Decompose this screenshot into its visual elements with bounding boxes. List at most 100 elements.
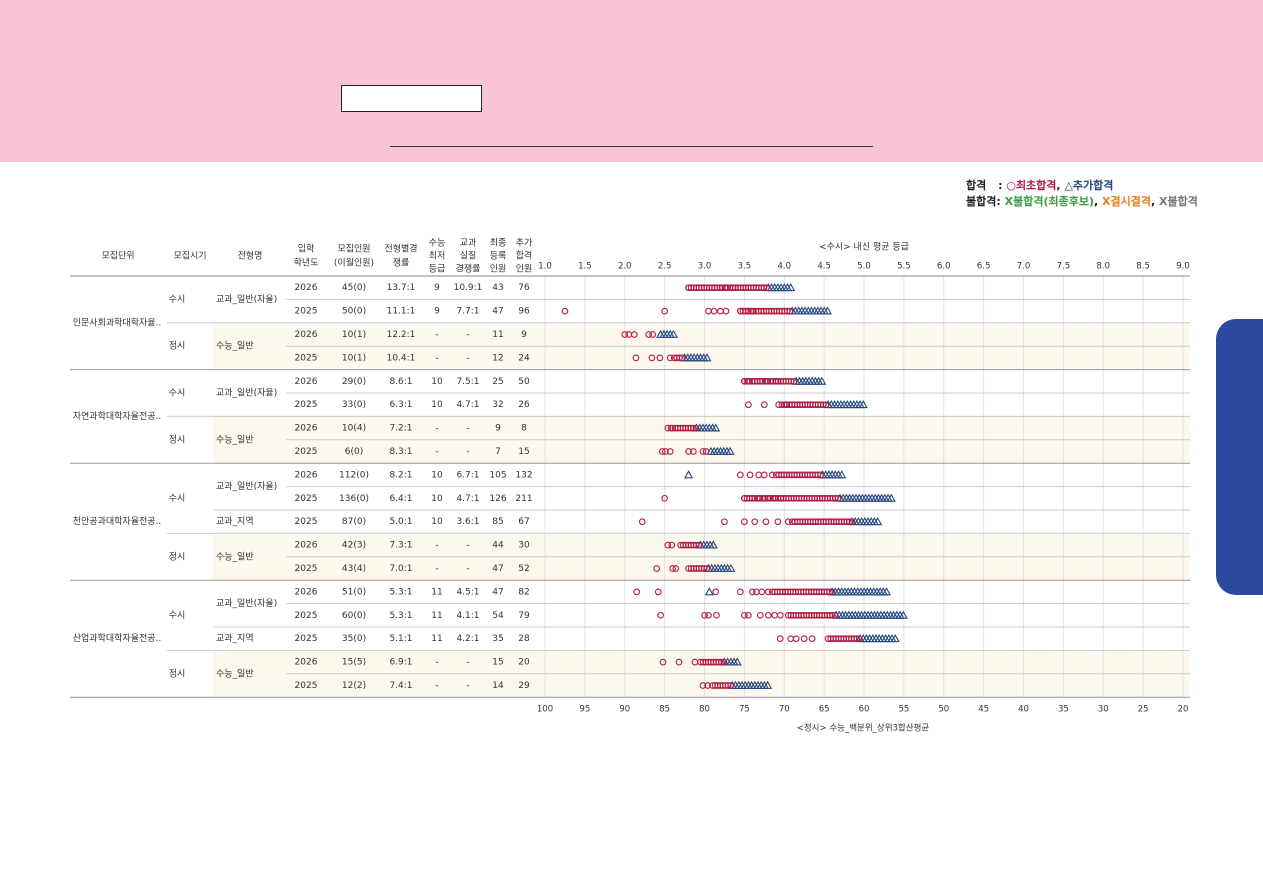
cell-year: 2025: [295, 517, 318, 527]
cell-csat: 11: [431, 587, 442, 597]
cell-quota: 112(0): [339, 470, 369, 480]
cell-unit-name: 산업과학대학자율전공..: [73, 633, 162, 644]
cell-year: 2025: [295, 634, 318, 644]
first-pass-mark: [758, 588, 766, 596]
column-header-subject-ratio: 교과: [460, 238, 477, 249]
cell-period: 수시: [169, 610, 186, 621]
cell-ratio: 8.2:1: [389, 470, 412, 480]
cell-additional: 52: [518, 564, 529, 574]
bottom-axis-tick-label: 100: [537, 705, 553, 715]
cell-registered: 9: [495, 424, 501, 434]
cell-csat: 10: [431, 517, 443, 527]
cell-quota: 10(4): [342, 424, 366, 434]
result-marks-row: [699, 680, 773, 689]
column-header-type: 전형명: [238, 251, 263, 262]
first-pass-mark: [656, 354, 664, 362]
cell-ratio: 11.1:1: [387, 307, 416, 317]
first-pass-mark: [822, 401, 830, 409]
cell-csat: 9: [434, 307, 440, 317]
first-pass-mark: [633, 588, 641, 596]
first-pass-mark: [712, 588, 720, 596]
cell-quota: 42(3): [342, 541, 366, 551]
side-navigation-tab[interactable]: [1216, 319, 1263, 595]
cell-registered: 47: [492, 564, 503, 574]
cell-registered: 105: [489, 470, 506, 480]
cell-year: 2026: [295, 424, 318, 434]
extra-pass-mark: [890, 633, 900, 643]
column-header-ratio: 쟁률: [393, 258, 410, 269]
cell-quota: 6(0): [345, 447, 363, 457]
cell-registered: 47: [492, 587, 503, 597]
result-marks-row: [661, 493, 896, 502]
cell-csat: -: [435, 424, 438, 434]
cell-csat: -: [435, 564, 438, 574]
first-pass-mark: [745, 377, 752, 385]
cell-period: 수시: [169, 294, 186, 305]
cell-additional: 50: [518, 377, 530, 387]
cell-subject-ratio: 4.1:1: [456, 611, 479, 621]
bottom-axis-tick-label: 20: [1178, 705, 1189, 715]
result-marks-row: [659, 657, 742, 666]
cell-csat: -: [435, 541, 438, 551]
cell-csat: 10: [431, 494, 443, 504]
first-pass-mark: [832, 494, 839, 502]
first-pass-mark: [718, 284, 726, 292]
result-marks-row: [685, 282, 796, 292]
first-pass-mark: [826, 588, 833, 596]
legend-comma: ,: [1094, 195, 1099, 208]
legend-comma: ,: [1151, 195, 1156, 208]
cell-registered: 25: [492, 377, 503, 387]
cell-unit-name: 인문사회과학대학자율..: [73, 317, 162, 328]
top-axis-tick-label: 1.5: [578, 262, 592, 272]
cell-subject-ratio: -: [466, 564, 469, 574]
cell-quota: 45(0): [342, 283, 366, 293]
top-axis-tick-label: 4.0: [777, 262, 791, 272]
cell-additional: 24: [518, 353, 530, 363]
first-pass-mark: [702, 448, 710, 455]
cell-subject-ratio: 4.5:1: [456, 587, 479, 597]
first-pass-mark: [755, 471, 763, 479]
first-pass-mark: [720, 658, 728, 666]
cell-additional: 132: [515, 470, 532, 480]
first-pass-mark: [638, 518, 646, 526]
top-axis-tick-label: 5.0: [857, 262, 871, 272]
first-pass-mark: [848, 518, 856, 526]
cell-period: 수시: [169, 388, 186, 399]
column-header-registered: 등록: [490, 251, 507, 262]
banner-underline: [390, 146, 873, 147]
first-pass-mark: [675, 658, 683, 666]
first-pass-mark: [764, 611, 772, 619]
first-pass-mark: [834, 494, 842, 502]
cell-additional: 211: [515, 494, 532, 504]
bottom-axis-tick-label: 80: [699, 705, 710, 715]
first-pass-mark: [727, 682, 735, 689]
cell-ratio: 5.0:1: [389, 517, 412, 527]
top-axis-tick-label: 1.0: [538, 262, 552, 272]
cell-csat: -: [435, 330, 438, 340]
column-header-year: 학년도: [294, 258, 319, 269]
first-pass-mark: [831, 611, 839, 619]
first-pass-mark: [737, 307, 744, 315]
cell-quota: 136(0): [339, 494, 369, 504]
cell-csat: -: [435, 353, 438, 363]
banner-title-box: [341, 85, 482, 112]
first-pass-mark: [699, 682, 707, 689]
result-marks-row: [638, 516, 883, 526]
first-pass-mark: [701, 611, 708, 619]
first-pass-mark: [783, 307, 791, 315]
first-pass-mark: [653, 565, 661, 572]
column-header-csat: 최저: [429, 251, 446, 262]
cell-subject-ratio: 4.7:1: [456, 494, 479, 504]
cell-additional: 79: [518, 611, 530, 621]
cell-registered: 7: [495, 447, 501, 457]
extra-pass-mark: [873, 516, 883, 526]
cell-additional: 67: [518, 517, 529, 527]
first-pass-mark: [792, 635, 800, 643]
cell-year: 2026: [295, 330, 318, 340]
column-header-quota: 모집인원: [337, 243, 370, 255]
cell-csat: 11: [431, 611, 442, 621]
result-marks-row: [633, 587, 892, 596]
cell-year: 2026: [295, 283, 318, 293]
cell-unit-name: 천안공과대학자율전공..: [73, 516, 162, 527]
cell-quota: 29(0): [342, 377, 366, 387]
